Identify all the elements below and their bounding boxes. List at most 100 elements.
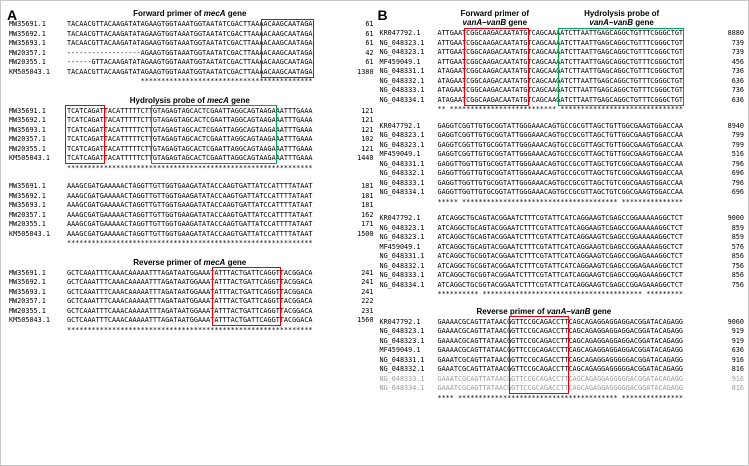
alignment-block: Hydrolysis probe of mecA gene MW35691.1 TC… — [9, 96, 374, 174]
label-strip: Forward primer of mecA gene — [9, 9, 374, 20]
alignment-row: NG_048331.1 ATAGAATCGGCAAGACAATATGTCAGCAA… — [380, 67, 745, 77]
sequence-text: GAAATCGCAGTTATAACGGTTCCGCAGACCTTCAGCAGAG… — [437, 384, 684, 392]
alignment-row: NG_048323.1 ATTGAATCGGCAAGACAATATGTCAGCAA… — [380, 39, 745, 49]
sequence-id: MW35691.1 — [9, 20, 46, 28]
sequence-id: KM505043.1 — [9, 67, 50, 76]
panel-b: B Forward primer of vanA–vanB gene Hydroly… — [378, 7, 745, 461]
sequence-id: NG_048332.1 — [379, 169, 425, 177]
sequence-id: NG_048323.1 — [379, 48, 425, 56]
conservation-row: ***** **********************************… — [380, 198, 745, 208]
sequence-text: GAGGTCGGTTGTGCGGTATTGGGAAACAGTGCCGCGTTAG… — [437, 150, 684, 158]
sequence-position: 576 — [731, 242, 744, 251]
sequence-id: NG_048323.1 — [379, 233, 425, 241]
alignment-row: KR047792.1 GAGGTCGGTTGTGCGGTATTGGGAAACAGT… — [380, 122, 745, 132]
conservation-row: **** ***********************************… — [380, 394, 745, 404]
alignment-row: NG_048331.1 GAAATCGCAGTTATAACGGTTCCGCAGAC… — [380, 356, 745, 366]
sequence-id: MW20355.1 — [9, 144, 46, 153]
alignment-row: NG_048334.1 GAAATCGCAGTTATAACGGTTCCGCAGAC… — [380, 384, 745, 394]
sequence-text: GAAAACGCAGTTATAACGGTTCCGCAGACCTTCAGCAGAG… — [437, 346, 684, 354]
sequence-id: MW20355.1 — [9, 306, 46, 315]
alignment-row: MW35692.1 TCATCAGATTACATTTTTCTTGTAGAGTAGC… — [9, 116, 374, 126]
sequence-id: KR047792.1 — [379, 29, 421, 37]
alignment-block: Reverse primer of mecA gene MW35691.1 GCTC… — [9, 258, 374, 336]
sequence-text: AAAGCGATGAAAAACTAGGTTGTTGGTGAAGATATACCAA… — [67, 220, 313, 228]
sequence-text: GAAATCGCAGTTATAACGGTTCCGCAGACCTTCAGCAGAG… — [437, 374, 684, 383]
alignment-row: MF459049.1 ATTGAATCGGCAAGACAATATGTCAGCAAA… — [380, 58, 745, 68]
sequence-id: KM505043.1 — [9, 154, 50, 162]
sequence-id: NG_048323.1 — [379, 336, 425, 345]
sequence-text: GAAATCGCAGTTATAACGGTTCCGCAGACCTTCAGCAGAG… — [437, 365, 684, 373]
sequence-position: 796 — [731, 159, 744, 168]
sequence-position: 1380 — [357, 67, 374, 76]
sequence-id: MW35693.1 — [9, 125, 46, 134]
sequence-position: 102 — [361, 135, 374, 143]
region-label: Reverse primer of vanA–vanB gene — [476, 306, 612, 316]
sequence-text: AAAGCGATGAAAAACTAGGTTGTTGGTGAAGATATACCAA… — [67, 201, 313, 209]
alignment-row: NG_048331.1 GAGGTTGGTTGTGCGGTATTGGGAAACAG… — [380, 160, 745, 170]
sequence-text: GAAATCGCAGTTATAACGGTTCCGCAGACCTTCAGCAGAG… — [437, 355, 684, 364]
sequence-position: 8940 — [727, 121, 744, 130]
sequence-id: NG_048323.1 — [379, 327, 425, 335]
sequence-position: 9060 — [727, 317, 744, 326]
sequence-position: 241 — [361, 268, 374, 277]
sequence-id: NG_048332.1 — [379, 261, 425, 270]
sequence-text: AAAGCGATGAAAAACTAGGTTGTTGGTGAAGATATACCAA… — [67, 229, 313, 238]
alignment-row: NG_048323.1 GAAAACGCAGTTATAACGGTTCCGCAGAC… — [380, 327, 745, 337]
sequence-text: ATTGAATCGGCAAGACAATATGTCAGCAAAATCTTAATTG… — [437, 38, 684, 47]
alignment-block: Forward primer of vanA–vanB gene Hydrolysi… — [380, 9, 745, 115]
alignment-row: NG_048334.1 GAGGTTGGTTGTGCGGTATTGGGAAACAG… — [380, 188, 745, 198]
sequence-id: KR047792.1 — [379, 317, 421, 326]
sequence-id: NG_048323.1 — [379, 131, 425, 139]
alignment-rows: MW35691.1 GCTCAAATTTCAAACAAAAATTTAGATAATG… — [9, 267, 374, 336]
sequence-id: NG_048334.1 — [379, 280, 425, 289]
sequence-text: ATAGAATCGGCAAGACAATATGTCAGCAAGATCTTAATTG… — [437, 76, 684, 85]
alignment-block: Reverse primer of vanA–vanB gene KR047792… — [380, 307, 745, 404]
alignment-row: NG_048334.1 ATAGAATCGGCAAGACAATATGTCAGCAA… — [380, 96, 745, 106]
sequence-id: NG_048332.1 — [379, 365, 425, 373]
sequence-id: KM505043.1 — [9, 229, 50, 238]
sequence-text: ATCAGGCTGCAGTACGGAATCTTTCGTATTCATCAGGAAG… — [437, 242, 684, 251]
alignment-rows: KR047792.1 GAGGTCGGTTGTGCGGTATTGGGAAACAGT… — [380, 122, 745, 208]
sequence-id: MW20357.1 — [9, 297, 46, 305]
sequence-position: 121 — [361, 116, 374, 124]
sequence-position: 636 — [731, 346, 744, 354]
sequence-id: NG_048333.1 — [379, 86, 425, 94]
alignment-rows: KR047792.1 ATCAGGCTGCAGTACGGAATCTTTCGTATT… — [380, 214, 745, 300]
alignment-row: MW35691.1 AAAGCGATGAAAAACTAGGTTGTTGGTGAAG… — [9, 182, 374, 192]
sequence-position: 816 — [731, 384, 744, 392]
conservation-line: ****************************************… — [67, 163, 313, 172]
alignment-row: NG_048332.1 GAGGTTGGTTGTGCGGTATTGGGAAACAG… — [380, 169, 745, 179]
sequence-position: 859 — [731, 223, 744, 232]
sequence-id: MW35692.1 — [9, 116, 46, 124]
sequence-position: 456 — [731, 57, 744, 66]
sequence-text: GAGGTCGGTTGTGCGGTATTGGGAAACAGTGCCGCGTTAG… — [437, 131, 684, 139]
sequence-text: GCTCAAATTTCAAACAAAAATTTAGATAATGGAAATATTT… — [67, 268, 313, 277]
sequence-text: TACAACGTTACAAGATATAGAAGTGGTAAATGGTAATATC… — [67, 67, 313, 76]
conservation-line: ********** *****************************… — [437, 290, 684, 298]
region-label: Reverse primer of mecA gene — [133, 257, 247, 267]
region-label: Forward primer of vanA–vanB gene — [460, 8, 530, 28]
sequence-id: NG_048331.1 — [379, 252, 425, 260]
alignment-row: NG_048323.1 ATTGAATCGGCAAGACAATATGTCAGCAA… — [380, 48, 745, 58]
sequence-position: 222 — [361, 297, 374, 305]
sequence-position: 916 — [731, 374, 744, 383]
sequence-position: 181 — [361, 182, 374, 190]
sequence-text: ATTGAATCGGCAAGACAATATGTCAGCAAAATCTTAATTG… — [437, 29, 684, 37]
sequence-position: 9000 — [727, 214, 744, 222]
sequence-text: TCATCAGATTACATTTTTCTTGTAGAGTAGCACTCGAATT… — [67, 116, 313, 124]
alignment-rows: MW35691.1 TACAACGTTACAAGATATAGAAGTGGTAAAT… — [9, 18, 374, 87]
sequence-text: ATCAGGCTGCAGTACGGAATCTTTCGTATTCATCAGGAAG… — [437, 223, 684, 232]
sequence-id: MW35692.1 — [9, 191, 46, 200]
sequence-position: 856 — [731, 271, 744, 279]
sequence-text: ATAGAATCGGCAAGACAATATGTCAGCAAGATCTTAATTG… — [437, 67, 684, 75]
sequence-text: ATTGAATCGGCAAGACAATATGTCAGCAAAATCTTAATTG… — [437, 57, 684, 66]
alignment-row: MW35692.1 TACAACGTTACAAGATATAGAAGTGGTAAAT… — [9, 30, 374, 40]
sequence-id: KR047792.1 — [379, 214, 421, 222]
alignment-row: MW20355.1 AAAGCGATGAAAAACTAGGTTGTTGGTGAAG… — [9, 220, 374, 230]
sequence-text: GAGGTTGGTTGTGCGGTATTGGGAAACAGTGCCGCGTTAG… — [437, 169, 684, 177]
sequence-id: MW35693.1 — [9, 201, 46, 209]
conservation-line: ***** **********************************… — [437, 197, 684, 206]
sequence-position: 756 — [731, 261, 744, 270]
sequence-position: 756 — [731, 280, 744, 289]
sequence-position: 8880 — [727, 29, 744, 37]
